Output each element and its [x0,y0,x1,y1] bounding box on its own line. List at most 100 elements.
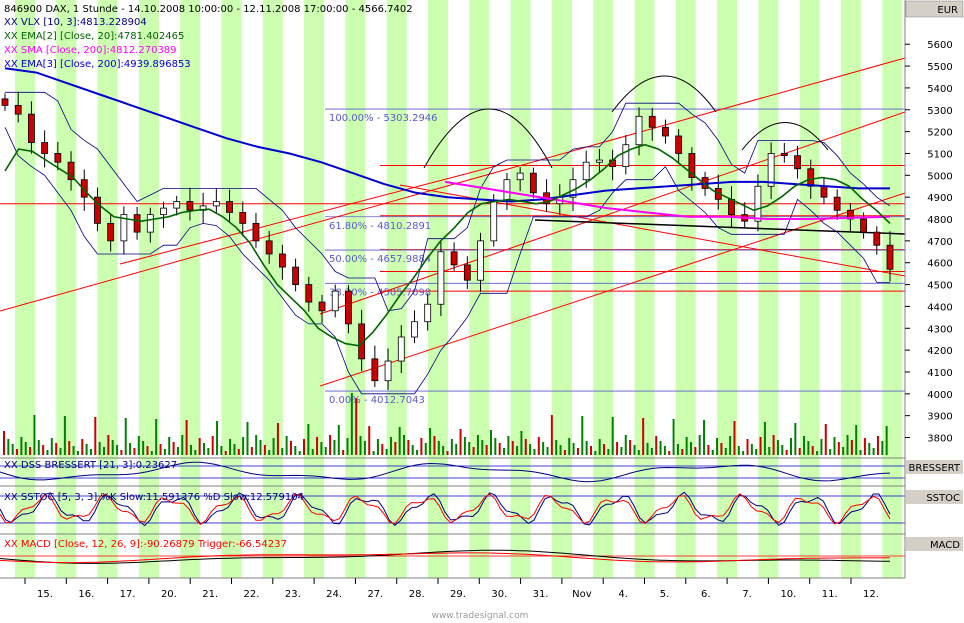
volume-bar [155,419,158,455]
y-tick-label: 4400 [927,302,952,313]
x-tick-label: 27. [367,589,383,600]
volume-bar [120,450,123,455]
sma200-line [444,180,891,220]
volume-bar [772,435,775,455]
candle-body [160,207,167,216]
volume-bar [416,450,419,455]
volume-bar [716,438,719,455]
candle-body [596,159,603,163]
volume-bar [629,440,632,455]
legend-vlx: XX VLX [10, 3]:4813.228904 [4,17,147,28]
volume-bar [89,449,92,455]
session-stripe [221,0,242,578]
session-stripe [634,0,655,578]
volume-bar [376,439,379,455]
candle-body [688,153,696,178]
x-tick-label: 12. [863,589,879,600]
session-stripe [138,0,159,578]
volume-bar [385,449,388,455]
volume-bar [137,436,140,455]
ema200-line [4,67,890,203]
candle-body [252,222,260,242]
volume-bar [33,415,36,455]
volume-bar [750,444,753,455]
legend-ema20: XX EMA[2] [Close, 20]:4781.402465 [4,31,185,42]
volume-bar [433,436,436,455]
channel-line [0,57,906,312]
candle-body [860,218,867,233]
volume-bar [311,449,314,455]
dss-label: XX DSS BRESSERT [21, 3]:0.23627 [4,460,178,471]
volume-bar [285,436,288,455]
session-stripe [56,0,77,578]
y-tick-label: 5500 [927,62,952,73]
candle-body [635,115,643,146]
volume-bar [798,448,801,455]
volume-bar [237,449,240,455]
volume-bar [746,439,749,455]
x-tick-label: 5. [660,589,670,600]
volume-bar [37,440,40,455]
volume-bar [842,447,845,455]
volume-bar [176,447,179,455]
volume-bar [585,441,588,455]
volume-bar [3,431,5,455]
volume-bar [437,441,440,455]
volume-bar [68,441,71,455]
volume-bar [355,398,358,455]
volume-bar [824,424,827,455]
session-stripe [510,0,531,578]
volume-bar [820,439,823,455]
volume-bar [242,437,245,455]
y-tick-label: 4900 [927,193,952,204]
y-tick-label: 5100 [927,149,952,160]
volume-bar [229,439,232,455]
y-tick-label: 3900 [927,412,952,423]
volume-bar [168,437,171,455]
volume-bar [542,442,545,455]
x-tick-label: 15. [37,589,53,600]
volume-bar [559,445,562,455]
session-stripe [758,0,779,578]
volume-bar [24,442,27,455]
volume-bar [785,450,788,455]
volume-bar [281,448,284,455]
volume-bar [537,437,540,455]
pattern-arc [611,75,717,113]
x-tick-label: 4. [618,589,628,600]
candle-body [411,321,418,338]
volume-bar [124,418,127,455]
candle-body [28,113,35,143]
volume-bar [389,437,392,455]
candle-body [490,201,498,242]
volume-bar [85,444,88,455]
volume-bar [646,443,649,455]
dss-line [0,461,891,483]
volume-bar [863,438,866,455]
volume-bar [129,443,132,455]
volume-bar [424,443,427,455]
volume-bar [650,448,653,455]
candle-body [873,231,881,246]
pattern-arc [741,122,829,151]
volume-bar [529,444,532,455]
volume-bar [81,439,84,455]
volume-bar [142,441,145,455]
volume-bar [681,449,684,455]
volume-bar [63,416,66,455]
volume-bar [394,442,397,455]
volume-bar [255,435,258,455]
volume-bar [259,440,262,455]
candle-body [794,155,801,170]
volume-bar [837,442,840,455]
volume-bar [859,450,862,455]
volume-bar [11,444,14,455]
x-tick-label: 11. [822,589,838,600]
x-tick-label: 28. [409,589,425,600]
volume-bar [420,438,423,455]
volume-bar [555,440,558,455]
volume-bar [494,438,497,455]
volume-bar [659,441,662,455]
volume-bar [42,445,45,455]
